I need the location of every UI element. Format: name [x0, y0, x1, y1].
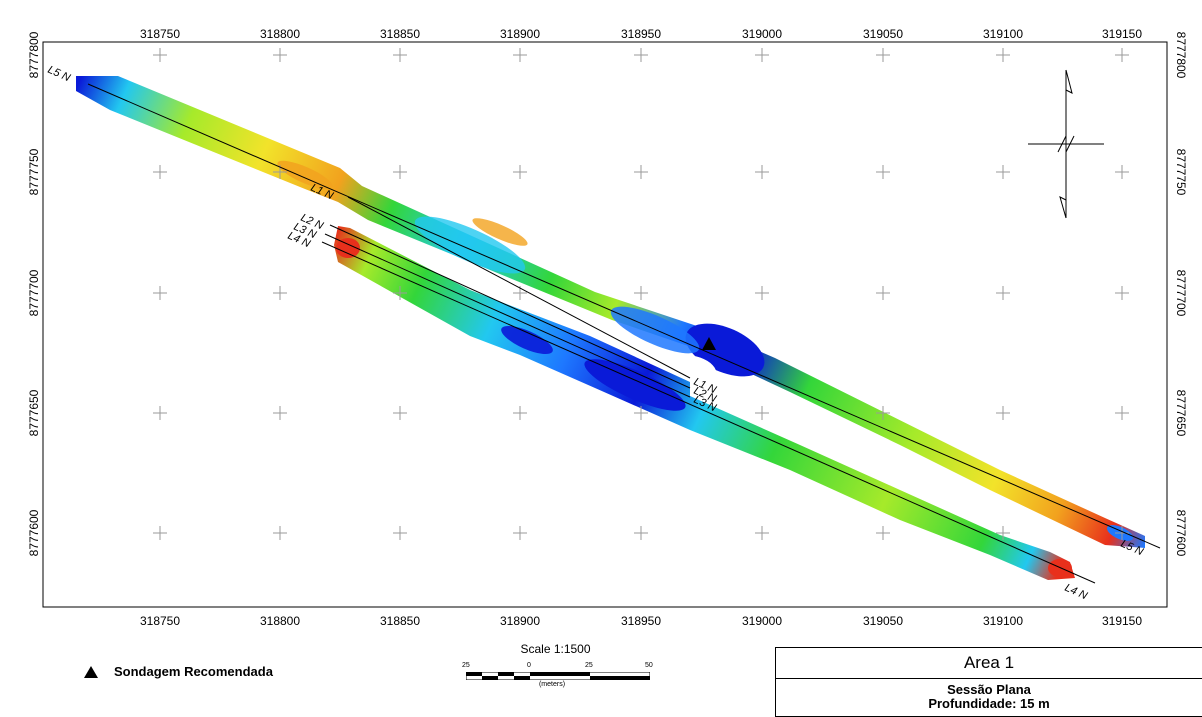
sondagem-marker-icon: [702, 337, 716, 350]
y-tick-left-8777650: 8777650: [27, 389, 41, 436]
y-tick-right-8777700: 8777700: [1174, 270, 1188, 317]
scale-label-50: 50: [645, 662, 653, 669]
x-tick-bottom-318850: 318850: [380, 614, 420, 628]
x-tick-top-318750: 318750: [140, 27, 180, 41]
y-tick-right-8777800: 8777800: [1174, 32, 1188, 79]
survey-line-L3: [324, 233, 691, 398]
legend-label: Sondagem Recomendada: [114, 664, 273, 679]
x-tick-labels-bottom: 318750 318800 318850 318900 318950 319000 3190…: [140, 614, 1142, 628]
x-tick-bottom-319050: 319050: [863, 614, 903, 628]
title-block: Area 1 Sessão Plana Profundidade: 15 m: [775, 647, 1202, 717]
y-tick-left-8777800: 8777800: [27, 31, 41, 78]
x-tick-bottom-319100: 319100: [983, 614, 1023, 628]
x-tick-labels-top: 318750 318800 318850 318900 318950 319000 3190…: [140, 27, 1142, 41]
depth-title: Profundidade: 15 m: [928, 696, 1050, 711]
section-title: Sessão Plana: [947, 682, 1031, 697]
y-tick-labels-left: 8777800 8777750 8777700 8777650 8777600: [27, 31, 41, 556]
survey-lines: [87, 83, 1161, 584]
scale-bar-graphic: [466, 672, 650, 680]
survey-line-L5: [87, 83, 1161, 549]
x-tick-bottom-319000: 319000: [742, 614, 782, 628]
x-tick-top-318850: 318850: [380, 27, 420, 41]
x-tick-top-319100: 319100: [983, 27, 1023, 41]
y-tick-right-8777650: 8777650: [1174, 390, 1188, 437]
x-tick-top-318800: 318800: [260, 27, 300, 41]
x-tick-top-319000: 319000: [742, 27, 782, 41]
x-tick-bottom-319150: 319150: [1102, 614, 1142, 628]
scale-label-0: 0: [527, 662, 531, 669]
y-tick-labels-right: 8777800 8777750 8777700 8777650 8777600: [1174, 32, 1188, 557]
scale-title: Scale 1:1500: [520, 642, 591, 656]
x-tick-bottom-318800: 318800: [260, 614, 300, 628]
line-label-l4-end: L4 N: [1063, 582, 1089, 602]
y-tick-left-8777600: 8777600: [27, 509, 41, 556]
x-tick-bottom-318750: 318750: [140, 614, 180, 628]
x-tick-top-319050: 319050: [863, 27, 903, 41]
scale-label-25-left: 25: [462, 662, 470, 669]
x-tick-bottom-318900: 318900: [500, 614, 540, 628]
triangle-icon: [84, 665, 98, 678]
x-tick-top-318950: 318950: [621, 27, 661, 41]
y-tick-left-8777750: 8777750: [27, 148, 41, 195]
scale-bar: Scale 1:1500 25 0 25 50 (meters): [462, 642, 657, 688]
scale-unit: (meters): [538, 681, 566, 688]
north-arrow-icon: [1028, 69, 1104, 219]
legend: Sondagem Recomendada: [84, 664, 273, 679]
grid-crosses: [153, 48, 1129, 540]
area-title: Area 1: [776, 648, 1202, 679]
map-frame: [42, 41, 1168, 608]
scale-label-25-right: 25: [585, 662, 593, 669]
x-tick-top-319150: 319150: [1102, 27, 1142, 41]
x-tick-top-318900: 318900: [500, 27, 540, 41]
y-tick-left-8777700: 8777700: [27, 269, 41, 316]
y-tick-right-8777600: 8777600: [1174, 510, 1188, 557]
x-tick-bottom-318950: 318950: [621, 614, 661, 628]
resistivity-strip-lower: [334, 226, 1075, 580]
y-tick-right-8777750: 8777750: [1174, 149, 1188, 196]
line-label-l5-start: L5 N: [46, 64, 72, 84]
survey-line-L1: [347, 196, 691, 379]
survey-line-L2: [329, 224, 691, 389]
survey-line-L4: [321, 241, 1096, 584]
resistivity-strip-upper: [76, 76, 1145, 548]
